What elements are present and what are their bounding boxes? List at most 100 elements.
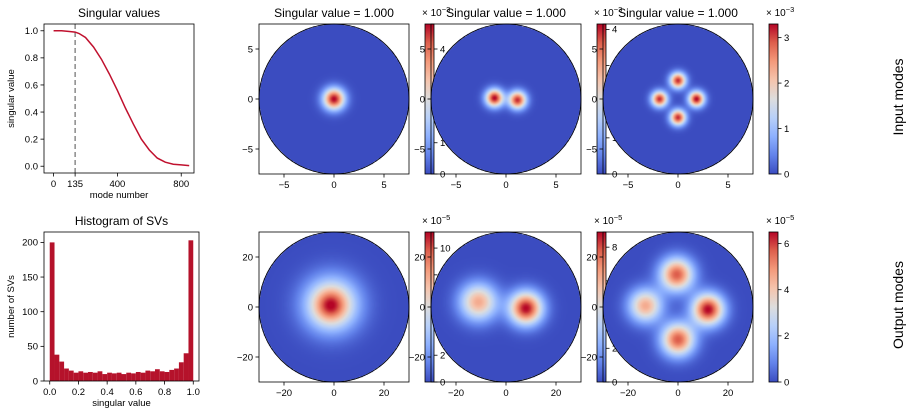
histogram-chart: Histogram of SVs 0.0 0.2 0.4 0.6 0.8 1.0 0 50 100… (6, 214, 200, 409)
y-tick-0: −5 (414, 144, 425, 155)
histogram-bar (102, 374, 108, 381)
x-tick-0: −20 (620, 388, 636, 399)
x-tick-1: 0 (331, 388, 336, 399)
colorbar-tick-0: 0 (440, 169, 445, 180)
y-tick-2: 20 (242, 252, 253, 263)
chart-title: Singular value = 1.000 (446, 6, 566, 20)
x-tick-1: 135 (67, 179, 83, 190)
y-tick-1: 0.2 (25, 134, 38, 145)
colorbar-tick-2: 4 (784, 285, 789, 296)
y-tick-2: 20 (586, 252, 597, 263)
x-tick-5: 1.0 (187, 387, 200, 398)
histogram-bar (73, 372, 79, 381)
x-axis-label: singular value (92, 398, 151, 409)
chart-title: Histogram of SVs (75, 214, 168, 228)
mode-intensity-map (431, 24, 581, 174)
x-tick-0: −5 (279, 180, 290, 191)
histogram-bar (83, 372, 89, 381)
chart-title: Singular value = 1.000 (274, 6, 394, 20)
histogram-bar (135, 371, 141, 381)
colorbar-exponent: × 10−5 (766, 213, 794, 227)
y-tick-1: 0 (592, 94, 597, 105)
input-mode-heatmap-1: Singular value = 1.000−505−50501234× 10−… (242, 5, 450, 191)
x-tick-0: 0.0 (43, 387, 56, 398)
x-tick-1: 0 (503, 180, 508, 191)
histogram-bar (97, 371, 103, 381)
y-tick-4: 0.8 (25, 53, 38, 64)
y-axis-label: singular value (6, 69, 17, 128)
histogram-bar (49, 242, 55, 381)
y-tick-2: 100 (22, 307, 38, 318)
colorbar-exponent: × 10−3 (422, 5, 450, 19)
plot-frame (43, 231, 200, 382)
histogram-bar (92, 372, 98, 381)
histogram-bar (183, 353, 189, 381)
histogram-bar (159, 371, 165, 381)
x-tick-2: 5 (381, 180, 386, 191)
histogram-bar (88, 371, 93, 381)
x-tick-2: 20 (379, 388, 390, 399)
y-tick-0: −5 (586, 144, 597, 155)
x-tick-1: 0 (331, 180, 336, 191)
histogram-bar (68, 370, 74, 381)
y-tick-1: 0 (592, 302, 597, 313)
colorbar-tick-0: 0 (440, 377, 445, 388)
y-tick-0: −20 (581, 352, 597, 363)
x-tick-1: 0 (503, 388, 508, 399)
x-tick-0: −5 (451, 180, 462, 191)
x-tick-2: 5 (553, 180, 558, 191)
y-axis-label: number of SVs (6, 275, 17, 338)
histogram-bar (111, 373, 117, 381)
histogram-bar (59, 361, 65, 381)
x-tick-0: −20 (276, 388, 292, 399)
x-tick-3: 800 (173, 179, 189, 190)
x-tick-2: 5 (725, 180, 730, 191)
y-tick-0: −20 (409, 352, 425, 363)
y-tick-2: 5 (248, 44, 253, 55)
colorbar-exponent: × 10−3 (766, 5, 794, 19)
y-tick-2: 20 (414, 252, 425, 263)
chart-title: Singular value = 1.000 (618, 6, 738, 20)
colorbar-tick-0: 0 (784, 169, 789, 180)
histogram-bar (169, 369, 175, 381)
histogram-bar (178, 362, 184, 381)
colorbar-tick-2: 2 (784, 78, 789, 89)
row-label-input: Input modes (890, 58, 906, 135)
colorbar-tick-3: 6 (784, 239, 789, 250)
row-label-output: Output modes (890, 261, 906, 349)
histogram-bar (78, 371, 84, 381)
x-tick-1: 0 (675, 180, 680, 191)
y-tick-0: −5 (242, 144, 253, 155)
y-tick-0: 0 (33, 376, 38, 387)
y-tick-1: 0 (248, 302, 253, 313)
x-tick-1: 0.2 (72, 387, 85, 398)
mode-intensity-map (259, 24, 409, 174)
histogram-bar (188, 240, 194, 381)
y-tick-4: 200 (22, 238, 38, 249)
x-tick-4: 0.8 (158, 387, 171, 398)
x-axis-label: mode number (90, 190, 149, 201)
mode-intensity-map (431, 232, 581, 382)
y-tick-0: −20 (237, 352, 253, 363)
colorbar-tick-3: 3 (784, 33, 789, 44)
x-tick-3: 0.6 (129, 387, 142, 398)
singular-values-chart: Singular values 0 135 400 800 0.0 0.2 0.4 0.6 0.8… (6, 6, 195, 201)
histogram-bar (116, 372, 122, 381)
colorbar (768, 23, 779, 175)
colorbar-exponent: × 10−5 (422, 213, 450, 227)
x-tick-0: 0 (51, 179, 56, 190)
x-tick-2: 20 (723, 388, 734, 399)
y-tick-3: 150 (22, 272, 38, 283)
singular-value-curve (53, 30, 190, 167)
y-tick-3: 0.6 (25, 80, 38, 91)
mode-intensity-map (603, 24, 753, 174)
y-tick-1: 0 (420, 94, 425, 105)
histogram-bar (145, 370, 151, 381)
histogram-bar (174, 368, 179, 381)
x-tick-0: −5 (623, 180, 634, 191)
colorbar (768, 231, 779, 383)
